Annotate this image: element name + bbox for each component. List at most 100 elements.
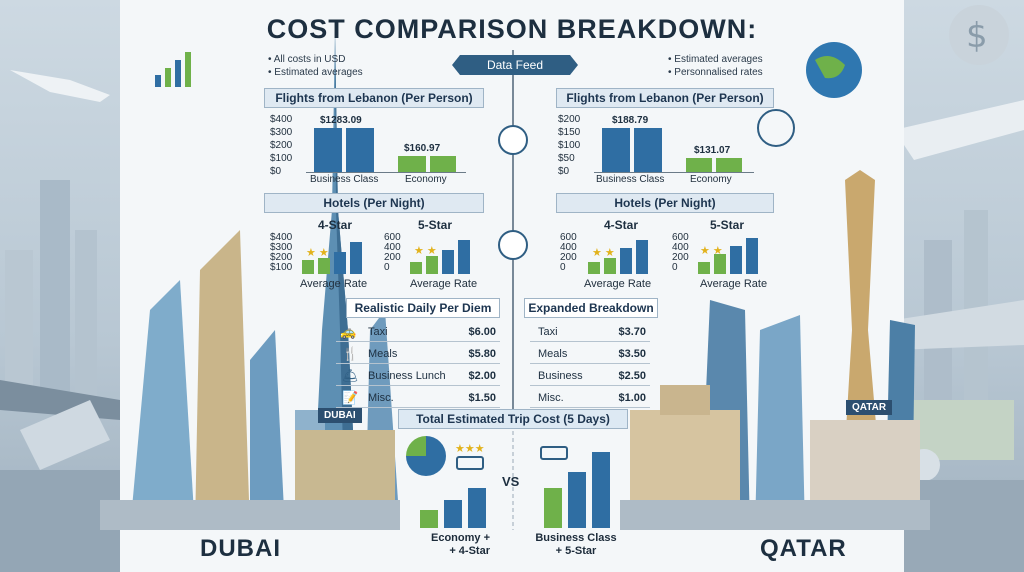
axis-tick: 200 bbox=[560, 252, 577, 263]
data-label: $131.07 bbox=[694, 145, 731, 156]
chart-bar bbox=[410, 262, 422, 274]
misc-icon: 📝 bbox=[342, 390, 359, 405]
axis-tick: $300 bbox=[270, 127, 293, 138]
qatar-perdiem-header: Expanded Breakdown bbox=[524, 298, 658, 318]
chart-bar bbox=[426, 256, 438, 274]
hotel-caption: Average Rate bbox=[584, 278, 652, 290]
axis-tick: $0 bbox=[558, 166, 570, 177]
qatar-combo-label: Business Class + 5-Star bbox=[530, 532, 622, 558]
qatar-hotels-header: Hotels (Per Night) bbox=[556, 193, 774, 213]
axis-tick: $400 bbox=[270, 114, 293, 125]
axis-tick: 200 bbox=[384, 252, 401, 263]
chart-bar bbox=[458, 240, 470, 274]
qatar-flights-header: Flights from Lebanon (Per Person) bbox=[556, 88, 774, 108]
chart-bar bbox=[544, 488, 562, 528]
axis-line bbox=[306, 172, 466, 173]
star-icon: ★ ★ bbox=[414, 245, 437, 257]
hotel-class-label: 5-Star bbox=[710, 218, 745, 232]
left-city-background bbox=[0, 0, 130, 572]
bed-icon bbox=[456, 456, 484, 470]
axis-tick: $0 bbox=[270, 166, 282, 177]
item-value: $6.00 bbox=[468, 326, 496, 338]
chart-bar bbox=[334, 252, 346, 274]
vs-label: VS bbox=[502, 474, 520, 489]
data-label: $160.97 bbox=[404, 143, 441, 154]
chart-bar bbox=[602, 128, 630, 172]
chart-bar bbox=[430, 156, 456, 172]
chart-bar bbox=[716, 158, 742, 172]
axis-tick: $300 bbox=[270, 242, 293, 253]
item-value: $3.50 bbox=[618, 348, 646, 360]
chart-bar bbox=[588, 262, 600, 274]
hotel-class-label: 4-Star bbox=[318, 218, 353, 232]
axis-tick: 0 bbox=[384, 262, 390, 273]
axis-tick: 400 bbox=[672, 242, 689, 253]
item-value: $1.00 bbox=[618, 392, 646, 404]
star-icon: ★★★ bbox=[455, 443, 485, 455]
list-item: Taxi $6.00 bbox=[336, 322, 500, 342]
axis-tick: 0 bbox=[560, 262, 566, 273]
chart-bar bbox=[636, 240, 648, 274]
list-item: Misc. $1.50 bbox=[336, 388, 500, 408]
qatar-tag: QATAR bbox=[846, 400, 893, 415]
chart-bar bbox=[568, 472, 586, 528]
category-label: Business Class bbox=[310, 174, 379, 185]
axis-tick: 600 bbox=[672, 232, 689, 243]
chart-bar bbox=[350, 242, 362, 274]
item-label: Taxi bbox=[368, 326, 388, 338]
qatar-4star-chart: 600 400 200 0 ★ ★ bbox=[560, 232, 660, 276]
hotel-class-label: 5-Star bbox=[418, 218, 453, 232]
chart-bar bbox=[318, 258, 330, 274]
axis-tick: $200 bbox=[270, 252, 293, 263]
item-label: Business bbox=[538, 370, 583, 382]
axis-tick: $150 bbox=[558, 127, 581, 138]
chart-bar bbox=[714, 254, 726, 274]
list-item: Meals $5.80 bbox=[336, 344, 500, 364]
list-item: Taxi $3.70 bbox=[530, 322, 650, 342]
axis-tick: 400 bbox=[384, 242, 401, 253]
item-value: $2.00 bbox=[468, 370, 496, 382]
axis-tick: $100 bbox=[270, 153, 293, 164]
note-item: • Personnalised rates bbox=[668, 67, 763, 78]
chart-bar bbox=[420, 510, 438, 528]
combo-line: + 5-Star bbox=[555, 545, 597, 557]
hotel-caption: Average Rate bbox=[410, 278, 478, 290]
chart-bar bbox=[398, 156, 426, 172]
qatar-flights-chart: $200 $150 $100 $50 $0 $188.79 $131.07 bbox=[558, 114, 758, 180]
item-label: Business Lunch bbox=[368, 370, 446, 382]
chart-bar bbox=[686, 158, 712, 172]
note-item: • All costs in USD bbox=[268, 54, 346, 65]
chart-bar bbox=[698, 262, 710, 274]
dubai-city-label: DUBAI bbox=[200, 535, 281, 562]
axis-tick: $200 bbox=[558, 114, 581, 125]
item-value: $3.70 bbox=[618, 326, 646, 338]
axis-tick: 200 bbox=[672, 252, 689, 263]
pie-icon bbox=[406, 436, 446, 476]
chart-bar bbox=[314, 128, 342, 172]
chart-bar bbox=[604, 258, 616, 274]
star-icon: ★ ★ bbox=[700, 245, 723, 257]
svg-text:$: $ bbox=[966, 16, 988, 56]
chart-bar bbox=[468, 488, 486, 528]
item-label: Meals bbox=[368, 348, 398, 360]
star-icon: ★ ★ bbox=[306, 247, 329, 259]
list-item: Business $2.50 bbox=[530, 366, 650, 386]
hotel-caption: Average Rate bbox=[700, 278, 768, 290]
dubai-hotels-header: Hotels (Per Night) bbox=[264, 193, 484, 213]
combo-line: Business Class bbox=[535, 532, 617, 544]
list-item: Misc. $1.00 bbox=[530, 388, 650, 408]
item-value: $5.80 bbox=[468, 348, 496, 360]
axis-line bbox=[594, 172, 754, 173]
note-item: • Estimated averages bbox=[668, 54, 763, 65]
star-icon: ★ ★ bbox=[592, 247, 615, 259]
page-title: COST COMPARISON BREAKDOWN: bbox=[266, 14, 758, 44]
item-value: $2.50 bbox=[618, 370, 646, 382]
data-label: $188.79 bbox=[612, 115, 649, 126]
item-label: Taxi bbox=[538, 326, 558, 338]
list-item: Business Lunch $2.00 bbox=[336, 366, 500, 386]
axis-tick: 0 bbox=[672, 262, 678, 273]
chart-bar bbox=[746, 238, 758, 274]
item-label: Meals bbox=[538, 348, 568, 360]
item-value: $1.50 bbox=[468, 392, 496, 404]
hotel-caption: Average Rate bbox=[300, 278, 368, 290]
